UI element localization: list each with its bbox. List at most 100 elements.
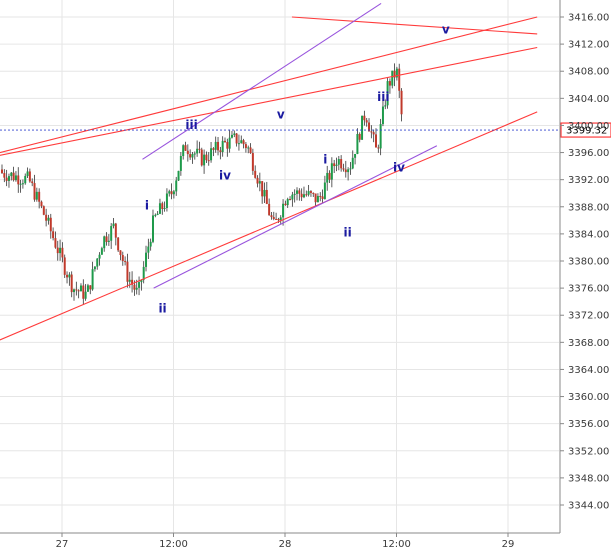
candle-body: [119, 250, 122, 256]
candle-body: [400, 90, 403, 115]
candle-body: [265, 189, 268, 204]
candle-body: [244, 144, 247, 149]
candle-body: [59, 247, 62, 254]
candle-body: [21, 183, 24, 185]
candle-body: [91, 269, 94, 290]
candle-body: [316, 196, 319, 203]
candle-body: [182, 145, 185, 157]
wave-label: iii: [377, 90, 389, 104]
candle-body: [40, 201, 43, 207]
wave-label: v: [277, 108, 285, 122]
candle-body: [330, 163, 333, 180]
candle-body: [193, 153, 196, 155]
candle-body: [84, 291, 87, 299]
trend-line: [0, 111, 538, 341]
candle-body: [342, 168, 345, 170]
candle-body: [26, 171, 29, 176]
candles: [1, 63, 403, 305]
y-tick-label: 3416.00: [568, 13, 609, 24]
candle-body: [45, 214, 48, 221]
y-tick-label: 3408.00: [568, 67, 609, 78]
candle-body: [254, 170, 257, 178]
candle-body: [261, 181, 264, 197]
candle-body: [19, 183, 22, 185]
candle-body: [170, 191, 173, 195]
y-tick-label: 3368.00: [568, 338, 609, 349]
wave-label: ii: [158, 302, 166, 316]
candle-body: [54, 238, 57, 248]
candle-body: [284, 203, 287, 206]
y-tick-label: 3392.00: [568, 175, 609, 186]
wave-label: i: [145, 198, 149, 212]
candle-body: [207, 160, 210, 162]
candle-body: [98, 254, 101, 259]
candle-body: [226, 142, 229, 149]
candle-body: [326, 172, 329, 183]
candle-body: [10, 172, 13, 177]
wave-label: iii: [185, 118, 197, 132]
candle-body: [68, 274, 71, 278]
candle-body: [73, 289, 76, 293]
wave-label: ii: [344, 226, 352, 240]
candle-body: [186, 150, 189, 155]
candle-body: [388, 81, 391, 86]
candle-body: [212, 148, 215, 150]
candle-body: [200, 149, 203, 166]
y-axis: 3416.00 3412.00 3408.00 3404.00 3400.00 3396.…: [559, 0, 609, 533]
candle-body: [321, 196, 324, 199]
candle-body: [63, 257, 66, 275]
y-tick-label: 3404.00: [568, 94, 609, 105]
candle-body: [354, 153, 357, 158]
candle-body: [103, 236, 106, 249]
candle-body: [242, 140, 245, 145]
candle-body: [398, 68, 401, 91]
candle-body: [270, 215, 273, 218]
candle-body: [296, 190, 299, 194]
candle-body: [235, 133, 238, 144]
candle-body: [203, 154, 206, 166]
candle-body: [323, 182, 326, 199]
candle-body: [233, 133, 236, 135]
candle-body: [135, 287, 138, 290]
y-tick-label: 3396.00: [568, 148, 609, 159]
candle-body: [31, 181, 34, 184]
candle-body: [377, 147, 380, 149]
y-tick-label: 3388.00: [568, 202, 609, 213]
candle-body: [142, 266, 145, 280]
candle-body: [249, 147, 252, 154]
candle-body: [86, 285, 89, 292]
candle-body: [335, 164, 338, 167]
trend-line: [153, 145, 438, 289]
candle-body: [351, 157, 354, 169]
candle-body: [131, 279, 134, 285]
candle-body: [275, 218, 278, 220]
candle-body: [189, 154, 192, 158]
y-tick-label: 3412.00: [568, 40, 609, 51]
y-tick-label: 3356.00: [568, 419, 609, 430]
candle-body: [333, 163, 336, 167]
x-tick-label: 12:00: [382, 539, 411, 550]
candle-body: [7, 176, 10, 181]
candle-body: [70, 274, 73, 293]
candle-body: [5, 177, 8, 181]
last-price-line: 3399.32: [0, 122, 611, 138]
candle-body: [370, 131, 373, 133]
candle-body: [161, 203, 164, 210]
candle-body: [24, 175, 27, 184]
x-tick-label: 12:00: [159, 539, 188, 550]
candle-body: [240, 140, 243, 144]
candle-body: [49, 217, 52, 232]
candle-body: [168, 191, 171, 194]
candle-body: [149, 241, 152, 247]
candle-body: [145, 252, 148, 267]
candle-body: [42, 206, 45, 215]
trend-lines: [0, 2, 538, 341]
candle-body: [391, 70, 394, 86]
candle-body: [3, 173, 6, 178]
candle-body: [75, 289, 78, 291]
candle-body: [368, 122, 371, 132]
x-tick-label: 27: [56, 539, 69, 550]
candle-body: [128, 279, 131, 282]
candle-body: [328, 172, 331, 180]
